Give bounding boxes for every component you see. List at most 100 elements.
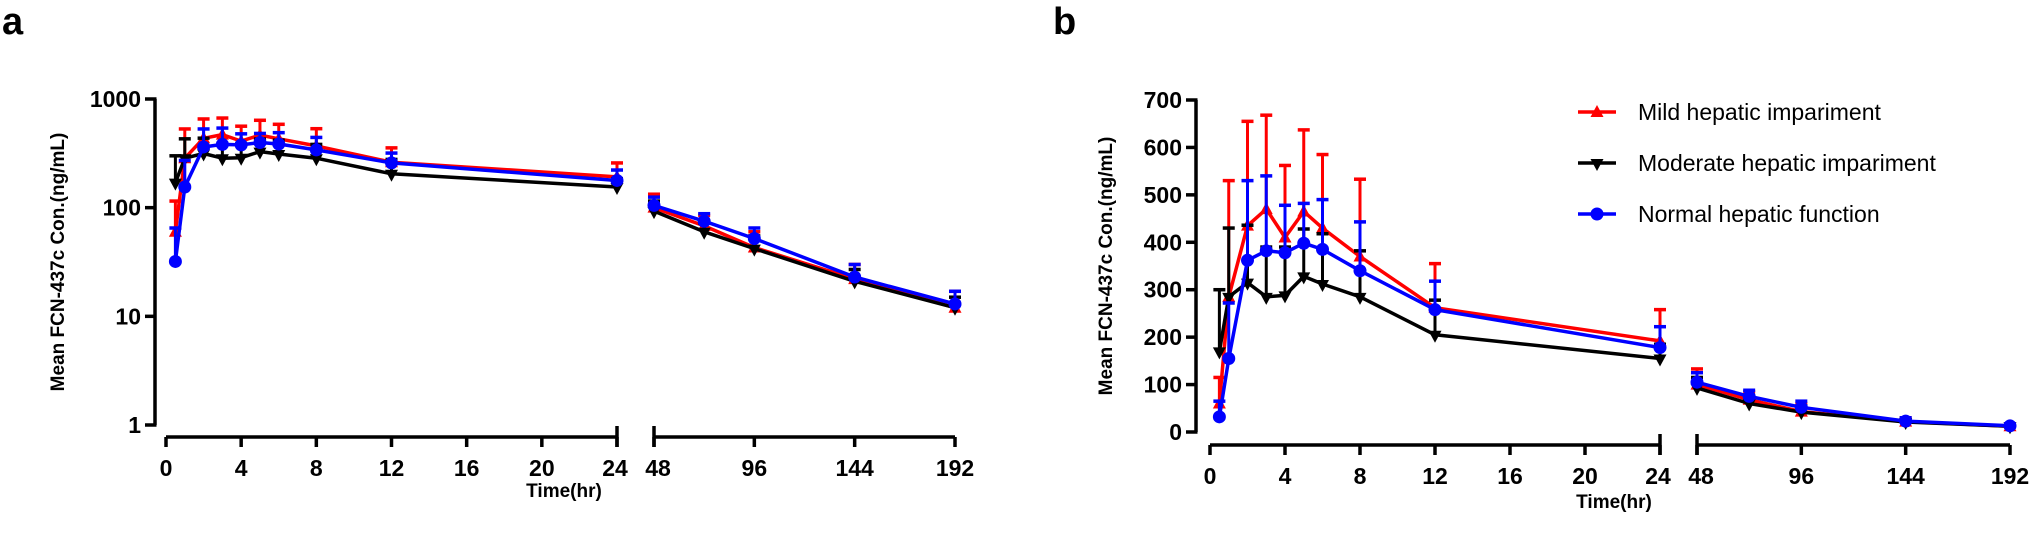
a-x-tick-label: 16 bbox=[454, 455, 480, 481]
b-series-line bbox=[1217, 274, 1661, 361]
a-x-tick-label: 48 bbox=[645, 455, 671, 481]
panel-b-x-axis-title: Time(hr) bbox=[1576, 492, 1652, 513]
a-data-point bbox=[610, 173, 624, 187]
b-data-point bbox=[1316, 280, 1329, 293]
a-data-point bbox=[747, 244, 761, 257]
b-y-tick-label: 0 bbox=[1169, 419, 1182, 445]
b-data-point bbox=[1794, 400, 1808, 414]
a-x-tick-label: 4 bbox=[235, 455, 248, 481]
b-y-tick-label: 300 bbox=[1144, 277, 1182, 303]
a-series-line bbox=[173, 140, 618, 262]
b-data-point bbox=[1297, 272, 1311, 285]
b-x-tick-label: 12 bbox=[1422, 463, 1448, 489]
b-y-tick-label: 100 bbox=[1144, 372, 1182, 398]
a-data-point bbox=[272, 137, 286, 151]
a-x-tick-label: 192 bbox=[936, 455, 974, 481]
a-x-tick-label: 8 bbox=[310, 455, 323, 481]
b-data-point bbox=[1428, 303, 1442, 317]
legend-label: Normal hepatic function bbox=[1638, 201, 1880, 227]
panel-a-label: a bbox=[2, 1, 24, 43]
a-data-point bbox=[385, 156, 398, 170]
b-x-tick-label: 96 bbox=[1789, 463, 1815, 489]
b-series-normal-hepatic-function bbox=[1212, 174, 2017, 433]
panel-b-series bbox=[1212, 113, 2017, 435]
legend-item: Moderate hepatic impariment bbox=[1578, 150, 1936, 176]
b-x-tick-label: 0 bbox=[1204, 463, 1217, 489]
b-data-point bbox=[1742, 399, 1756, 412]
b-y-tick-label: 700 bbox=[1144, 87, 1182, 113]
b-data-point bbox=[1278, 246, 1292, 260]
a-data-point bbox=[215, 137, 229, 151]
legend: Mild hepatic impariment Moderate hepatic … bbox=[1578, 99, 1936, 227]
a-data-point bbox=[178, 180, 192, 194]
b-y-tick-label: 500 bbox=[1144, 182, 1182, 208]
b-data-point bbox=[1899, 414, 1913, 428]
b-data-point bbox=[1653, 354, 1667, 367]
a-y-tick-label: 1000 bbox=[90, 86, 141, 112]
a-data-point bbox=[215, 154, 229, 167]
b-series-line bbox=[1217, 241, 1661, 418]
legend-marker-icon bbox=[1590, 159, 1604, 171]
b-data-point bbox=[1212, 347, 1226, 360]
a-data-point bbox=[168, 254, 182, 268]
a-x-tick-label: 24 bbox=[602, 455, 628, 481]
legend-item: Mild hepatic impariment bbox=[1578, 99, 1881, 125]
b-x-tick-label: 16 bbox=[1497, 463, 1523, 489]
a-data-point bbox=[253, 135, 267, 149]
b-x-tick-label: 192 bbox=[1991, 463, 2029, 489]
a-data-point bbox=[697, 214, 711, 228]
b-data-point bbox=[1428, 330, 1442, 343]
a-data-point bbox=[385, 169, 398, 182]
a-series-line bbox=[173, 149, 618, 189]
legend-item: Normal hepatic function bbox=[1578, 201, 1880, 227]
b-data-point bbox=[1316, 242, 1329, 256]
b-y-tick-label: 400 bbox=[1144, 229, 1182, 255]
a-data-point bbox=[948, 297, 962, 311]
a-data-point bbox=[309, 143, 323, 157]
a-x-tick-label: 20 bbox=[529, 455, 555, 481]
a-data-point bbox=[747, 232, 761, 246]
b-x-tick-label: 8 bbox=[1354, 463, 1367, 489]
b-data-point bbox=[1222, 351, 1236, 365]
a-data-point bbox=[272, 149, 286, 162]
b-data-point bbox=[1241, 253, 1254, 267]
a-data-point bbox=[168, 178, 182, 191]
b-data-point bbox=[1259, 244, 1273, 258]
b-data-point bbox=[1353, 292, 1367, 305]
b-data-point bbox=[1212, 410, 1226, 424]
panel-a-series bbox=[168, 116, 962, 316]
b-data-point bbox=[2003, 419, 2017, 433]
a-x-tick-label: 0 bbox=[160, 455, 173, 481]
b-data-point bbox=[1353, 264, 1367, 278]
a-data-point bbox=[253, 147, 267, 160]
a-data-point bbox=[848, 270, 862, 284]
panel-b-label: b bbox=[1053, 1, 1076, 43]
b-x-tick-label: 24 bbox=[1645, 463, 1671, 489]
b-data-point bbox=[1653, 341, 1667, 355]
a-x-tick-label: 96 bbox=[742, 455, 768, 481]
legend-label: Mild hepatic impariment bbox=[1638, 99, 1881, 125]
a-series-mild-hepatic-impariment bbox=[168, 116, 962, 313]
panel-b-y-axis-title: Mean FCN-437c Con.(ng/mL) bbox=[1096, 137, 1117, 396]
a-data-point bbox=[647, 198, 661, 212]
b-data-point bbox=[1278, 291, 1292, 304]
a-x-tick-label: 12 bbox=[379, 455, 405, 481]
a-data-point bbox=[309, 154, 323, 167]
panel-a-x-axis-title: Time(hr) bbox=[526, 481, 602, 502]
legend-marker-icon bbox=[1590, 207, 1604, 221]
b-x-tick-label: 48 bbox=[1688, 463, 1714, 489]
a-y-tick-label: 1 bbox=[128, 412, 141, 438]
b-y-tick-label: 600 bbox=[1144, 134, 1182, 160]
a-series-normal-hepatic-function bbox=[168, 126, 962, 311]
b-x-tick-label: 4 bbox=[1279, 463, 1292, 489]
b-data-point bbox=[1297, 236, 1311, 250]
a-data-point bbox=[234, 153, 248, 166]
legend-marker-icon bbox=[1590, 105, 1604, 117]
a-series-moderate-hepatic-impariment bbox=[168, 136, 962, 316]
b-y-tick-label: 200 bbox=[1144, 324, 1182, 350]
